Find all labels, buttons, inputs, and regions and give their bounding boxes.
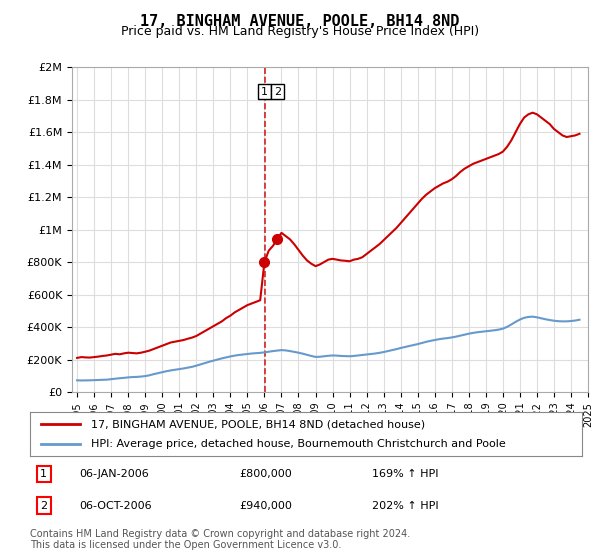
Text: 2: 2 — [274, 87, 281, 96]
Text: Contains HM Land Registry data © Crown copyright and database right 2024.: Contains HM Land Registry data © Crown c… — [30, 529, 410, 539]
Text: 06-OCT-2006: 06-OCT-2006 — [80, 501, 152, 511]
Text: HPI: Average price, detached house, Bournemouth Christchurch and Poole: HPI: Average price, detached house, Bour… — [91, 439, 505, 449]
Text: 202% ↑ HPI: 202% ↑ HPI — [372, 501, 439, 511]
Text: 169% ↑ HPI: 169% ↑ HPI — [372, 469, 439, 479]
Text: £800,000: £800,000 — [240, 469, 293, 479]
Text: 17, BINGHAM AVENUE, POOLE, BH14 8ND: 17, BINGHAM AVENUE, POOLE, BH14 8ND — [140, 14, 460, 29]
Text: Price paid vs. HM Land Registry's House Price Index (HPI): Price paid vs. HM Land Registry's House … — [121, 25, 479, 38]
Text: £940,000: £940,000 — [240, 501, 293, 511]
Text: 06-JAN-2006: 06-JAN-2006 — [80, 469, 149, 479]
Text: 1: 1 — [40, 469, 47, 479]
Text: 1: 1 — [261, 87, 268, 96]
Text: 17, BINGHAM AVENUE, POOLE, BH14 8ND (detached house): 17, BINGHAM AVENUE, POOLE, BH14 8ND (det… — [91, 419, 425, 429]
Text: This data is licensed under the Open Government Licence v3.0.: This data is licensed under the Open Gov… — [30, 540, 341, 550]
Text: 2: 2 — [40, 501, 47, 511]
